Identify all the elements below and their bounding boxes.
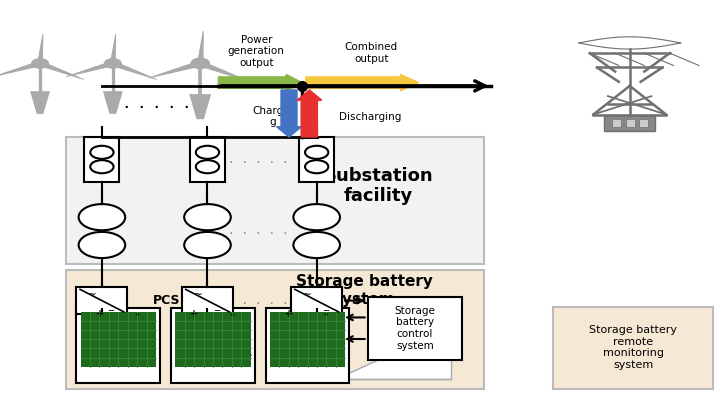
Circle shape [79, 232, 125, 258]
Bar [291, 287, 342, 314]
Bar [553, 307, 713, 389]
Circle shape [305, 146, 328, 159]
Circle shape [196, 146, 219, 159]
Text: . . . . .: . . . . . [228, 226, 289, 236]
Bar [604, 115, 655, 131]
Bar [66, 270, 484, 389]
Polygon shape [189, 94, 211, 119]
Text: -: - [135, 309, 139, 319]
Bar [175, 312, 250, 366]
Circle shape [293, 204, 340, 230]
Text: ~: ~ [194, 290, 202, 300]
FancyArrow shape [277, 90, 301, 137]
Text: Storage battery
system: Storage battery system [296, 274, 432, 307]
Text: . . . . .: . . . . . [228, 155, 289, 164]
Bar [81, 312, 156, 366]
Text: . . . . .: . . . . . [228, 296, 289, 306]
Text: _: _ [214, 301, 219, 312]
Circle shape [32, 59, 48, 68]
Bar [66, 137, 484, 264]
Circle shape [90, 146, 114, 159]
Bar [639, 119, 648, 127]
Bar [76, 308, 160, 383]
Text: Power
generation
output: Power generation output [228, 34, 285, 68]
Circle shape [196, 160, 219, 173]
Text: Storage battery
remote
monitoring
system: Storage battery remote monitoring system [590, 325, 677, 370]
Text: +: + [191, 309, 199, 319]
Bar [270, 312, 345, 366]
Text: Discharging: Discharging [339, 112, 401, 121]
Text: Substation
facility: Substation facility [324, 167, 433, 205]
Bar [84, 137, 119, 182]
FancyArrow shape [218, 74, 302, 91]
Circle shape [184, 232, 231, 258]
Polygon shape [103, 91, 123, 114]
Text: Combined
output: Combined output [345, 43, 397, 64]
Text: +: + [96, 309, 104, 319]
Text: PCS: PCS [153, 294, 181, 307]
Circle shape [293, 232, 340, 258]
Bar [266, 308, 349, 383]
Text: . . . . .: . . . . . [123, 98, 190, 111]
Bar [299, 137, 334, 182]
Circle shape [79, 204, 125, 230]
Text: . . . . .: . . . . . [194, 348, 255, 358]
Bar [612, 119, 621, 127]
Polygon shape [30, 91, 50, 114]
Circle shape [90, 160, 114, 173]
Text: -: - [229, 309, 234, 319]
Text: -: - [324, 309, 328, 319]
FancyArrow shape [306, 74, 419, 91]
Circle shape [105, 59, 121, 68]
Text: _: _ [323, 301, 328, 312]
Circle shape [191, 58, 210, 69]
Bar [182, 287, 233, 314]
Text: ~: ~ [303, 290, 312, 300]
Circle shape [305, 160, 328, 173]
Text: Storage
battery
control
system: Storage battery control system [395, 306, 435, 351]
Bar [368, 297, 462, 360]
Polygon shape [335, 326, 451, 380]
FancyArrow shape [297, 90, 322, 137]
Bar [190, 137, 225, 182]
Bar [171, 308, 255, 383]
Text: ~: ~ [88, 290, 97, 300]
Text: _: _ [108, 301, 114, 312]
Text: +: + [285, 309, 293, 319]
Bar [76, 287, 127, 314]
Text: Chargin
g: Chargin g [253, 106, 293, 127]
Circle shape [184, 204, 231, 230]
Bar [625, 119, 635, 127]
